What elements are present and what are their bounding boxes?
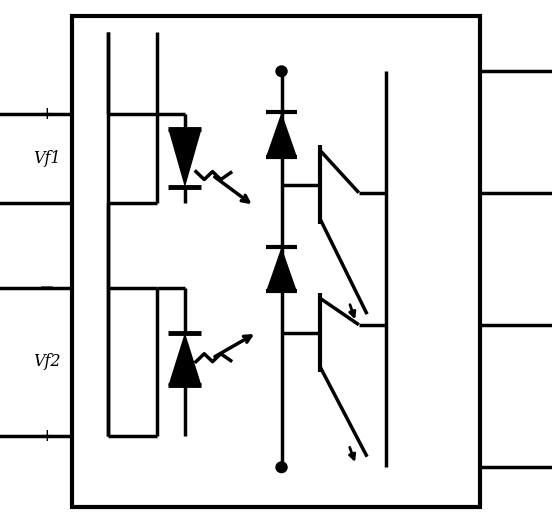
Circle shape (276, 66, 287, 77)
Text: −: − (39, 194, 55, 213)
Polygon shape (168, 333, 201, 385)
Text: Vf2: Vf2 (33, 353, 61, 370)
Polygon shape (266, 112, 297, 157)
Polygon shape (266, 247, 297, 291)
Bar (72, 16, 480, 507)
Text: Vf1: Vf1 (33, 150, 61, 167)
Text: +: + (40, 427, 54, 445)
Circle shape (276, 462, 287, 473)
Text: −: − (39, 278, 55, 297)
Text: +: + (40, 105, 54, 122)
Polygon shape (168, 129, 201, 187)
